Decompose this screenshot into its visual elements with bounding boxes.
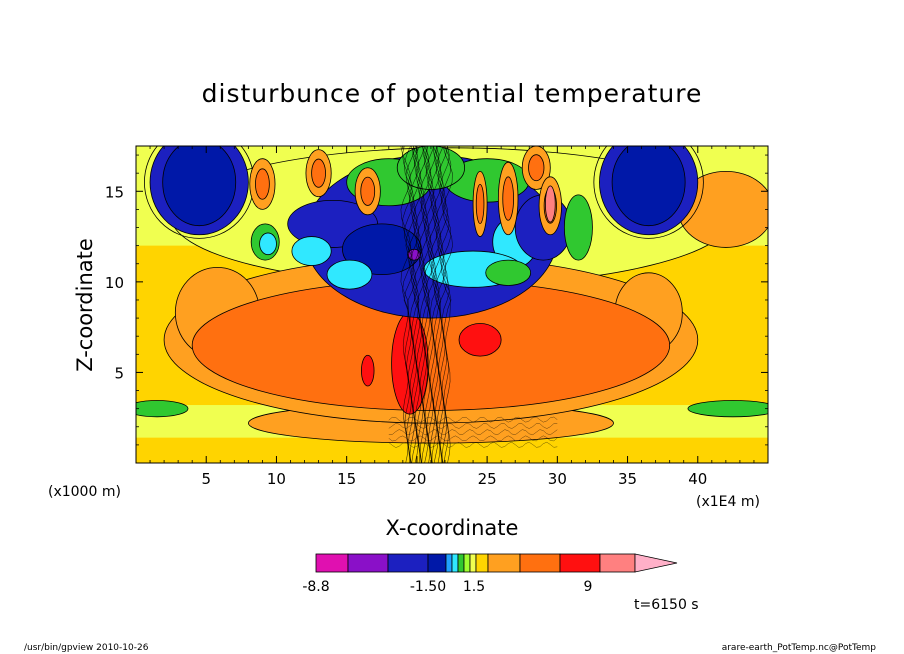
x-unit-right-label: (x1E4 m) — [696, 494, 760, 510]
left-green-streak — [136, 400, 189, 418]
upper-patch-7 — [563, 194, 593, 261]
colorbar-bin-13 — [599, 553, 636, 573]
upper-patch-1 — [342, 223, 422, 276]
x-tick-label-5: 5 — [201, 470, 211, 488]
colorbar-tick-label-3: 9 — [584, 579, 593, 595]
turbulent-plume — [400, 146, 453, 463]
lower-waves — [388, 416, 558, 448]
x-tick-label-25: 25 — [478, 470, 497, 488]
colorbar-bin-0 — [315, 553, 349, 573]
plume-line-15 — [425, 146, 437, 463]
x-tick-label-15: 15 — [337, 470, 356, 488]
lower-wave-3 — [388, 423, 558, 429]
x-axis: 5 10 15 20 25 30 35 40 — [149, 146, 755, 488]
upper-warm-streak-core-0 — [255, 168, 270, 200]
colorbar-bin-4 — [445, 553, 453, 573]
colorbar-bin-6 — [457, 553, 465, 573]
plume-line-7 — [412, 146, 423, 463]
cold-cell-core-1 — [611, 146, 686, 227]
colorbar-tick-label-1: -1.50 — [410, 579, 446, 595]
footer-right: arare-earth_PotTemp.nc@PotTemp — [722, 643, 877, 653]
upper-warm-streak-core-5 — [502, 176, 514, 221]
upper-patch-10 — [326, 259, 373, 290]
colorbar — [315, 553, 678, 573]
plume-line-2 — [403, 146, 415, 463]
x-tick-label-10: 10 — [267, 470, 286, 488]
left-hot-spot — [361, 354, 375, 387]
y-axis-label: Z-coordinate — [73, 238, 97, 372]
plume-line-14 — [423, 146, 435, 463]
upper-pink-streak — [544, 185, 556, 223]
plume-line-25 — [442, 146, 453, 463]
x-axis-label: X-coordinate — [386, 516, 519, 540]
cold-cell-core-0 — [162, 146, 237, 227]
upper-warm-streak-core-6 — [475, 184, 485, 224]
upper-patch-9 — [485, 259, 532, 286]
time-label: t=6150 s — [634, 597, 699, 613]
colorbar-bin-9 — [475, 553, 489, 573]
x-tick-label-35: 35 — [618, 470, 637, 488]
plume-line-9 — [415, 146, 427, 463]
colorbar-bin-11 — [519, 553, 561, 573]
central-hot-patch — [458, 323, 502, 357]
y-tick-label-15: 15 — [105, 183, 124, 201]
x-unit-left-label: (x1000 m) — [48, 484, 121, 500]
upper-warm-streak-core-1 — [311, 158, 326, 188]
y-tick-label-5: 5 — [114, 364, 124, 382]
plume-line-6 — [410, 146, 421, 463]
y-tick-label-10: 10 — [105, 274, 124, 292]
cold-cell-ring-outer-1 — [593, 146, 704, 239]
x-tick-label-30: 30 — [548, 470, 567, 488]
right-green-streak — [687, 400, 768, 418]
colorbar-bin-5 — [451, 553, 459, 573]
x-tick-label-20: 20 — [407, 470, 426, 488]
chart-title: disturbunce of potential temperature — [202, 79, 703, 108]
upper-patch-4 — [259, 232, 277, 256]
colorbar-bin-10 — [487, 553, 521, 573]
colorbar-bin-1 — [347, 553, 389, 573]
colorbar-bin-2 — [387, 553, 429, 573]
colorbar-bin-7 — [463, 553, 471, 573]
lower-wave-0 — [388, 441, 558, 448]
footer-left: /usr/bin/gpview 2010-10-26 — [24, 643, 149, 653]
plot-frame — [135, 145, 769, 464]
y-axis: 5 10 15 — [105, 154, 768, 446]
plume-line-12 — [420, 146, 432, 463]
colorbar-tick-label-2: 1.5 — [463, 579, 485, 595]
colorbar-ticks: -8.8 -1.50 1.5 9 — [302, 579, 592, 595]
plume-line-10 — [417, 146, 428, 463]
x-tick-label-40: 40 — [688, 470, 707, 488]
temperature-field — [136, 146, 768, 463]
plume-line-8 — [413, 146, 425, 463]
lower-wave-4 — [388, 416, 558, 423]
colorbar-arrow — [634, 553, 678, 573]
colorbar-bin-12 — [559, 553, 601, 573]
colorbar-bin-8 — [469, 553, 477, 573]
upper-warm-streak-core-2 — [360, 176, 376, 206]
colorbar-bin-3 — [427, 553, 447, 573]
colorbar-tick-label-0: -8.8 — [302, 579, 329, 595]
lower-wave-1 — [388, 435, 558, 442]
lower-wave-2 — [388, 429, 558, 436]
plume-line-0 — [400, 146, 411, 463]
plume-line-19 — [432, 146, 443, 463]
plume-line-24 — [440, 146, 452, 463]
upper-patch-2 — [291, 236, 332, 266]
upper-warm-streak-core-3 — [528, 154, 545, 182]
plume-line-13 — [422, 146, 433, 463]
